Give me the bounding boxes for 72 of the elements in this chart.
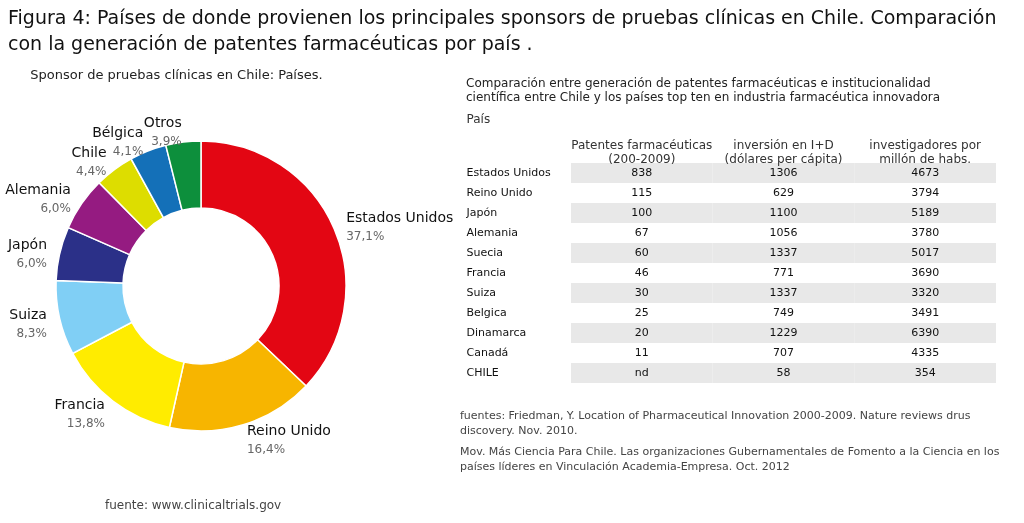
text: Figura 4: Países de donde provienen los principales sponsors de pruebas clínicas en Chile. Comparación con la generación de patentes farmacéuticas por país .: [8, 5, 998, 56]
data-label: 67: [634, 226, 649, 239]
data-label: 60: [634, 246, 649, 259]
data-label: 25: [634, 306, 649, 319]
y-tick-label: Suecia: [466, 246, 504, 259]
data-label: 3491: [911, 306, 940, 319]
y-tick-label: Dinamarca: [466, 326, 527, 339]
data-label: 707: [773, 346, 794, 359]
data-label: 20: [634, 326, 649, 339]
y-tick-label: Francia: [466, 266, 507, 279]
data-label: 4335: [911, 346, 940, 359]
y-tick-label: Canadá: [466, 346, 509, 359]
data-label: 30: [634, 286, 649, 299]
slice-label: Bélgica: [92, 123, 144, 140]
data-label: 1337: [769, 246, 798, 259]
data-label: 11: [634, 346, 649, 359]
data-label: 1100: [769, 206, 798, 219]
data-label: 354: [914, 366, 936, 379]
data-label: 6,0%: [40, 201, 71, 216]
data-label: 100: [631, 206, 653, 219]
data-label: 771: [773, 266, 794, 279]
data-label: 6390: [911, 326, 940, 339]
data-label: 4,4%: [76, 164, 107, 179]
y-tick-label: Japón: [465, 206, 498, 219]
text: nd: [634, 366, 649, 379]
slice-label: Estados Unidos: [346, 208, 454, 225]
data-label: 3690: [911, 266, 940, 279]
slice-label: Japón: [6, 235, 48, 252]
data-label: 46: [634, 266, 649, 279]
data-label: 16,4%: [246, 442, 286, 457]
data-label: 1306: [769, 166, 798, 179]
data-label: 3794: [911, 186, 940, 199]
data-label: 3780: [911, 226, 940, 239]
data-label: 5189: [911, 206, 940, 219]
source-note: fuente: www.clinicaltrials.gov: [105, 498, 282, 512]
data-label: 629: [773, 186, 794, 199]
data-label: 58: [776, 366, 791, 379]
x-tick-label: Patentes farmacéuticas (200-2009): [571, 137, 713, 166]
data-label: 4673: [911, 166, 940, 179]
x-tick-label: inversión en I+D (dólares per cápita): [724, 137, 843, 166]
data-label: 3320: [911, 286, 940, 299]
data-label: 4,1%: [112, 143, 144, 158]
y-tick-label: Reino Unido: [466, 186, 533, 199]
y-tick-label: Suiza: [466, 286, 497, 299]
y-tick-label: Belgica: [466, 306, 507, 319]
y-axis-title: País: [466, 111, 491, 126]
y-tick-label: Estados Unidos: [466, 166, 551, 179]
data-label: 1229: [769, 326, 798, 339]
slice-label: Reino Unido: [246, 422, 331, 439]
data-label: 3,9%: [151, 134, 182, 149]
data-label: 13,8%: [66, 416, 105, 431]
slice-label: Alemania: [5, 181, 71, 198]
data-label: 8,3%: [16, 325, 47, 340]
y-tick-label: Alemania: [466, 226, 519, 239]
text: Mov. Más Ciencia Para Chile. Las organizaciones Gubernamentales de Fomento a la Ciencia en los países líderes en Vinculación Academia-Empresa. Oct. 2012: [460, 444, 1001, 474]
data-label: 1056: [769, 226, 798, 239]
data-label: 5017: [911, 246, 940, 259]
chart-subtitle: Sponsor de pruebas clínicas en Chile: Países.: [30, 67, 323, 82]
data-label: 838: [631, 166, 653, 179]
slice-label: Chile: [71, 144, 107, 161]
slice-label: Otros: [143, 114, 182, 131]
source-note: fuentes: Friedman, Y. Location of Pharmaceutical Innovation 2000-2009. Nature reviews drus discovery. Nov. 2010.: [460, 408, 972, 438]
x-tick-label: investigadores por millón de habs.: [869, 137, 982, 166]
data-label: 749: [773, 306, 794, 319]
data-label: 115: [631, 186, 653, 199]
data-label: 1337: [769, 286, 798, 299]
data-label: 6,0%: [16, 255, 48, 270]
chart-title: Comparación entre generación de patentes farmacéuticas e institucionalidad científica entre Chile y los países top ten en industria farmacéutica innovadora: [466, 76, 941, 104]
slice-label: Suiza: [9, 305, 47, 322]
slice-label: Francia: [54, 396, 105, 413]
y-tick-label: CHILE: [466, 366, 499, 379]
data-label: 37,1%: [346, 228, 385, 243]
